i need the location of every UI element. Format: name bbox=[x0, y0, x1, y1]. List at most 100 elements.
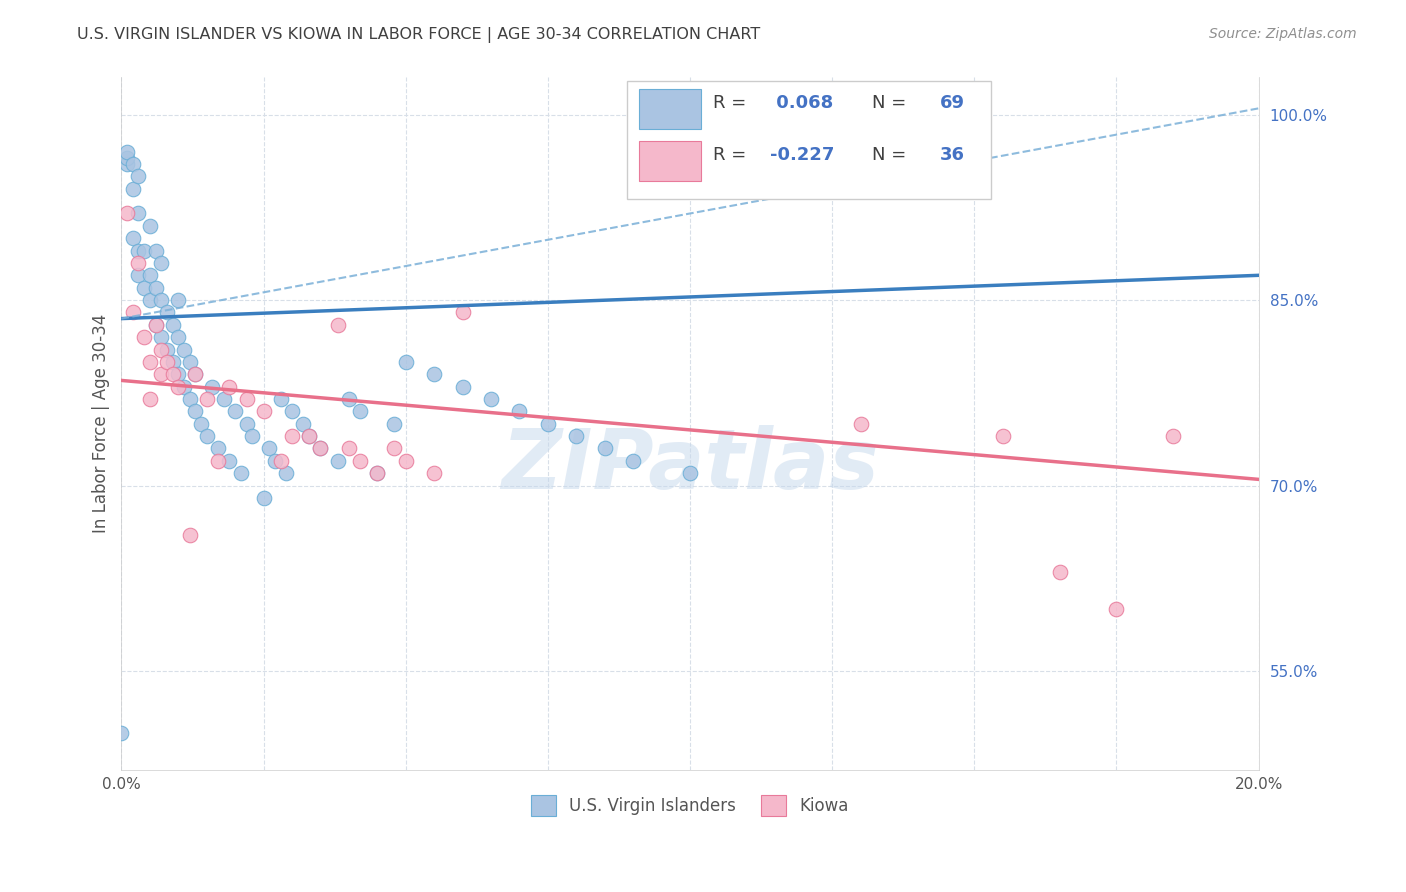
Point bbox=[235, 417, 257, 431]
Point bbox=[207, 454, 229, 468]
Text: U.S. VIRGIN ISLANDER VS KIOWA IN LABOR FORCE | AGE 30-34 CORRELATION CHART: U.S. VIRGIN ISLANDER VS KIOWA IN LABOR F… bbox=[77, 27, 761, 43]
Text: N =: N = bbox=[872, 146, 912, 164]
Point bbox=[134, 244, 156, 258]
Point bbox=[162, 355, 184, 369]
Point bbox=[349, 454, 371, 468]
Point bbox=[451, 305, 474, 319]
Text: -0.227: -0.227 bbox=[769, 146, 834, 164]
Point bbox=[145, 318, 167, 332]
Point bbox=[195, 392, 218, 406]
Text: N =: N = bbox=[872, 95, 912, 112]
Y-axis label: In Labor Force | Age 30-34: In Labor Force | Age 30-34 bbox=[93, 314, 110, 533]
Text: 0.068: 0.068 bbox=[769, 95, 832, 112]
Point bbox=[298, 429, 321, 443]
Point bbox=[139, 268, 162, 283]
Point bbox=[128, 244, 150, 258]
Point bbox=[235, 392, 257, 406]
Point bbox=[115, 145, 138, 159]
Point bbox=[145, 318, 167, 332]
Text: R =: R = bbox=[713, 146, 752, 164]
Point bbox=[184, 368, 207, 382]
Point bbox=[167, 293, 190, 307]
Point bbox=[173, 343, 195, 357]
FancyBboxPatch shape bbox=[627, 81, 991, 199]
Point bbox=[281, 429, 304, 443]
Point bbox=[382, 442, 405, 456]
Point bbox=[366, 466, 388, 480]
Text: 69: 69 bbox=[941, 95, 965, 112]
Point bbox=[508, 404, 530, 418]
Point bbox=[382, 417, 405, 431]
Point bbox=[423, 368, 446, 382]
Point bbox=[337, 442, 360, 456]
Point bbox=[292, 417, 315, 431]
Point bbox=[162, 318, 184, 332]
Point bbox=[201, 379, 224, 393]
Point bbox=[139, 293, 162, 307]
Point bbox=[326, 454, 349, 468]
Point bbox=[134, 281, 156, 295]
Point bbox=[128, 169, 150, 184]
Point bbox=[259, 442, 281, 456]
Point bbox=[115, 206, 138, 220]
Point bbox=[195, 429, 218, 443]
Point bbox=[121, 231, 143, 245]
Point bbox=[298, 429, 321, 443]
Point bbox=[139, 355, 162, 369]
Text: 36: 36 bbox=[941, 146, 965, 164]
Point bbox=[270, 454, 292, 468]
Point bbox=[395, 355, 418, 369]
Point bbox=[423, 466, 446, 480]
Point bbox=[156, 355, 179, 369]
Point bbox=[134, 330, 156, 344]
Point bbox=[179, 528, 201, 542]
Point bbox=[190, 417, 212, 431]
Point bbox=[173, 379, 195, 393]
Text: R =: R = bbox=[713, 95, 752, 112]
Point bbox=[115, 151, 138, 165]
Point bbox=[167, 379, 190, 393]
Point bbox=[128, 256, 150, 270]
Point bbox=[281, 404, 304, 418]
Point bbox=[264, 454, 287, 468]
Legend: U.S. Virgin Islanders, Kiowa: U.S. Virgin Islanders, Kiowa bbox=[523, 787, 858, 824]
Point bbox=[252, 404, 274, 418]
Point bbox=[121, 157, 143, 171]
Point bbox=[207, 442, 229, 456]
Point bbox=[139, 392, 162, 406]
Point bbox=[179, 392, 201, 406]
Point bbox=[162, 368, 184, 382]
Point bbox=[479, 392, 502, 406]
Point bbox=[229, 466, 252, 480]
Point bbox=[167, 330, 190, 344]
Point bbox=[150, 368, 173, 382]
Point bbox=[212, 392, 235, 406]
Point bbox=[156, 343, 179, 357]
Point bbox=[150, 256, 173, 270]
Point bbox=[1105, 602, 1128, 616]
Point bbox=[849, 417, 872, 431]
Point bbox=[139, 219, 162, 233]
Point bbox=[395, 454, 418, 468]
Point bbox=[167, 368, 190, 382]
Point bbox=[621, 454, 644, 468]
Point bbox=[218, 379, 240, 393]
Point bbox=[240, 429, 263, 443]
Point bbox=[184, 368, 207, 382]
Point bbox=[326, 318, 349, 332]
Point bbox=[349, 404, 371, 418]
Point bbox=[128, 206, 150, 220]
Point bbox=[145, 244, 167, 258]
Point bbox=[1163, 429, 1185, 443]
Point bbox=[679, 466, 702, 480]
Point bbox=[309, 442, 332, 456]
Point bbox=[121, 305, 143, 319]
Point bbox=[252, 491, 274, 505]
Point bbox=[145, 281, 167, 295]
Point bbox=[537, 417, 560, 431]
Point bbox=[150, 330, 173, 344]
Point bbox=[270, 392, 292, 406]
Point bbox=[179, 355, 201, 369]
Point bbox=[156, 305, 179, 319]
Point bbox=[121, 182, 143, 196]
